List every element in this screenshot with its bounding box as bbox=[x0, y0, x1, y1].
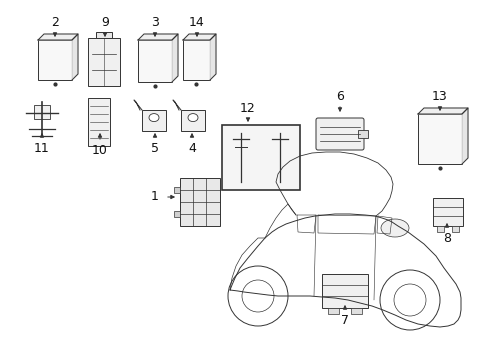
Bar bbox=[88, 38, 120, 86]
Text: 9: 9 bbox=[101, 15, 109, 28]
Bar bbox=[222, 125, 299, 190]
Polygon shape bbox=[138, 34, 178, 40]
Polygon shape bbox=[417, 108, 467, 114]
Bar bbox=[138, 40, 172, 82]
Text: 12: 12 bbox=[240, 102, 255, 114]
Polygon shape bbox=[38, 34, 78, 40]
Text: 7: 7 bbox=[340, 314, 348, 327]
Text: 8: 8 bbox=[442, 231, 450, 244]
Bar bbox=[180, 178, 220, 226]
Text: 1: 1 bbox=[151, 190, 159, 203]
Bar bbox=[174, 187, 180, 193]
Text: 10: 10 bbox=[92, 144, 108, 157]
Bar bbox=[350, 308, 361, 314]
FancyBboxPatch shape bbox=[315, 118, 363, 150]
Polygon shape bbox=[209, 34, 216, 80]
Bar bbox=[174, 211, 180, 217]
Bar bbox=[436, 226, 443, 232]
Bar bbox=[432, 198, 462, 226]
Bar bbox=[183, 40, 209, 80]
Polygon shape bbox=[72, 34, 78, 80]
Bar bbox=[142, 110, 165, 131]
Text: 3: 3 bbox=[151, 15, 159, 28]
Polygon shape bbox=[172, 34, 178, 82]
Bar bbox=[88, 98, 110, 146]
Polygon shape bbox=[183, 34, 216, 40]
Text: 2: 2 bbox=[51, 15, 59, 28]
Bar bbox=[417, 114, 461, 164]
Ellipse shape bbox=[380, 219, 408, 237]
Ellipse shape bbox=[227, 266, 287, 326]
Bar bbox=[34, 105, 50, 119]
Polygon shape bbox=[461, 108, 467, 164]
Text: 11: 11 bbox=[34, 141, 50, 154]
Bar bbox=[96, 32, 112, 38]
Bar bbox=[38, 40, 72, 80]
Text: 6: 6 bbox=[335, 90, 343, 103]
Ellipse shape bbox=[393, 284, 425, 316]
Bar bbox=[321, 274, 367, 308]
Bar bbox=[451, 226, 458, 232]
Ellipse shape bbox=[379, 270, 439, 330]
Ellipse shape bbox=[242, 280, 273, 312]
Ellipse shape bbox=[187, 114, 198, 122]
Text: 13: 13 bbox=[431, 90, 447, 103]
Text: 4: 4 bbox=[188, 141, 196, 154]
Ellipse shape bbox=[149, 114, 159, 122]
Bar bbox=[327, 308, 338, 314]
Text: 5: 5 bbox=[151, 141, 159, 154]
Bar bbox=[357, 130, 367, 138]
Text: 14: 14 bbox=[189, 15, 204, 28]
Bar bbox=[181, 110, 204, 131]
